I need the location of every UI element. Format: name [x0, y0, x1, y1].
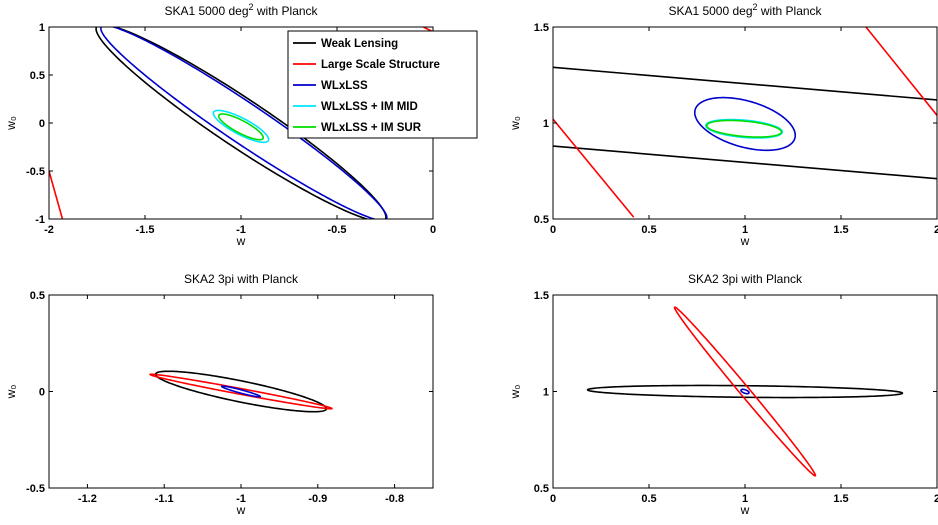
x-tick-label: 2 — [934, 493, 938, 505]
panel-title: SKA2 3pi with Planck — [688, 272, 803, 286]
panel-3: SKA2 3pi with Planck -1.2 -1.1 -1 -0.9 -0.8 -0… — [4, 272, 434, 517]
series-large-scale-structure-line-1 — [553, 118, 635, 218]
y-tick-label: -0.5 — [26, 483, 45, 495]
legend-entry: Weak Lensing — [321, 38, 398, 50]
y-axis-label: w₀ — [508, 116, 522, 131]
x-axis-label: w — [740, 503, 750, 517]
y-tick-label: -1 — [35, 214, 45, 226]
x-axis-label: w — [236, 234, 246, 248]
y-tick-label: 1 — [39, 22, 45, 34]
x-tick-label: -1 — [236, 224, 246, 236]
x-tick-label: -0.9 — [308, 493, 327, 505]
series-wlxlss-contour — [740, 388, 750, 395]
y-tick-label: 1.5 — [534, 22, 549, 34]
series-wlxlss-im-mid-contour — [212, 109, 270, 144]
x-tick-label: -1 — [236, 493, 246, 505]
x-tick-label: 2 — [934, 224, 938, 236]
x-tick-label: -1.5 — [136, 224, 155, 236]
panel-1: SKA1 5000 deg2 with Planck -2 -1.5 -1 -0.5 0 -… — [4, 2, 478, 248]
panel-title: SKA1 5000 deg2 with Planck — [164, 2, 318, 18]
y-tick-label: 1.5 — [534, 290, 549, 302]
series-wlxlss-im-sur-contour — [705, 119, 783, 138]
y-tick-label: 0.5 — [534, 483, 549, 495]
legend-entry: WLxLSS — [321, 80, 368, 92]
series-large-scale-structure-contour — [673, 306, 817, 477]
y-tick-label: 1 — [543, 387, 549, 399]
x-tick-label: 1.5 — [833, 493, 848, 505]
series-wlxlss-im-sur-contour — [217, 113, 265, 141]
y-axis-label: w₀ — [4, 116, 18, 131]
y-tick-label: 0 — [39, 387, 45, 399]
series-wlxlss-contour — [100, 27, 388, 219]
panel-title: SKA1 5000 deg2 with Planck — [668, 2, 822, 18]
series-weak-lensing-line-2 — [553, 145, 937, 180]
x-tick-label: 1 — [742, 224, 748, 236]
panel-title: SKA2 3pi with Planck — [184, 272, 299, 286]
series-large-scale-structure-line-2 — [865, 27, 937, 116]
x-tick-label: -1.1 — [155, 493, 174, 505]
plot-frame — [552, 294, 938, 489]
y-tick-label: 0.5 — [30, 70, 45, 82]
series-wlxlss-contour — [693, 96, 797, 152]
y-tick-label: 1 — [543, 118, 549, 130]
legend: Weak Lensing Large Scale Structure WLxLSS W… — [287, 30, 478, 139]
series-wlxlss-im-mid-contour — [704, 118, 784, 139]
series-weak-lensing-contour — [154, 370, 328, 413]
y-axis-label: w₀ — [508, 385, 522, 400]
y-axis-label: w₀ — [4, 385, 18, 400]
x-tick-label: 0 — [550, 224, 556, 236]
series-wlxlss-contour — [220, 385, 262, 398]
series-large-scale-structure-line-1 — [49, 170, 64, 219]
series-weak-lensing-contour — [586, 384, 904, 399]
x-axis-label: w — [740, 234, 750, 248]
series-weak-lensing-line-1 — [553, 66, 937, 101]
y-tick-label: 0.5 — [30, 290, 45, 302]
legend-entry: WLxLSS + IM MID — [321, 101, 418, 113]
series-large-scale-structure-contour — [149, 373, 333, 410]
plot-frame — [48, 294, 434, 489]
x-tick-label: 1.5 — [833, 224, 848, 236]
x-axis-label: w — [236, 503, 246, 517]
x-tick-label: -0.8 — [385, 493, 404, 505]
legend-entry: WLxLSS + IM SUR — [321, 122, 422, 134]
y-tick-label: 0.5 — [534, 214, 549, 226]
legend-entry: Large Scale Structure — [321, 59, 440, 71]
x-tick-label: -2 — [44, 224, 54, 236]
y-tick-label: 0 — [39, 118, 45, 130]
legend-box — [287, 30, 478, 139]
x-tick-label: 0 — [550, 493, 556, 505]
x-tick-label: -1.2 — [78, 493, 97, 505]
x-tick-label: -0.5 — [328, 224, 347, 236]
x-tick-label: 0.5 — [641, 224, 656, 236]
x-tick-label: 0 — [430, 224, 436, 236]
series-weak-lensing-contour — [95, 27, 387, 219]
x-tick-label: 0.5 — [641, 493, 656, 505]
y-tick-label: -0.5 — [26, 166, 45, 178]
x-tick-label: 1 — [742, 493, 748, 505]
